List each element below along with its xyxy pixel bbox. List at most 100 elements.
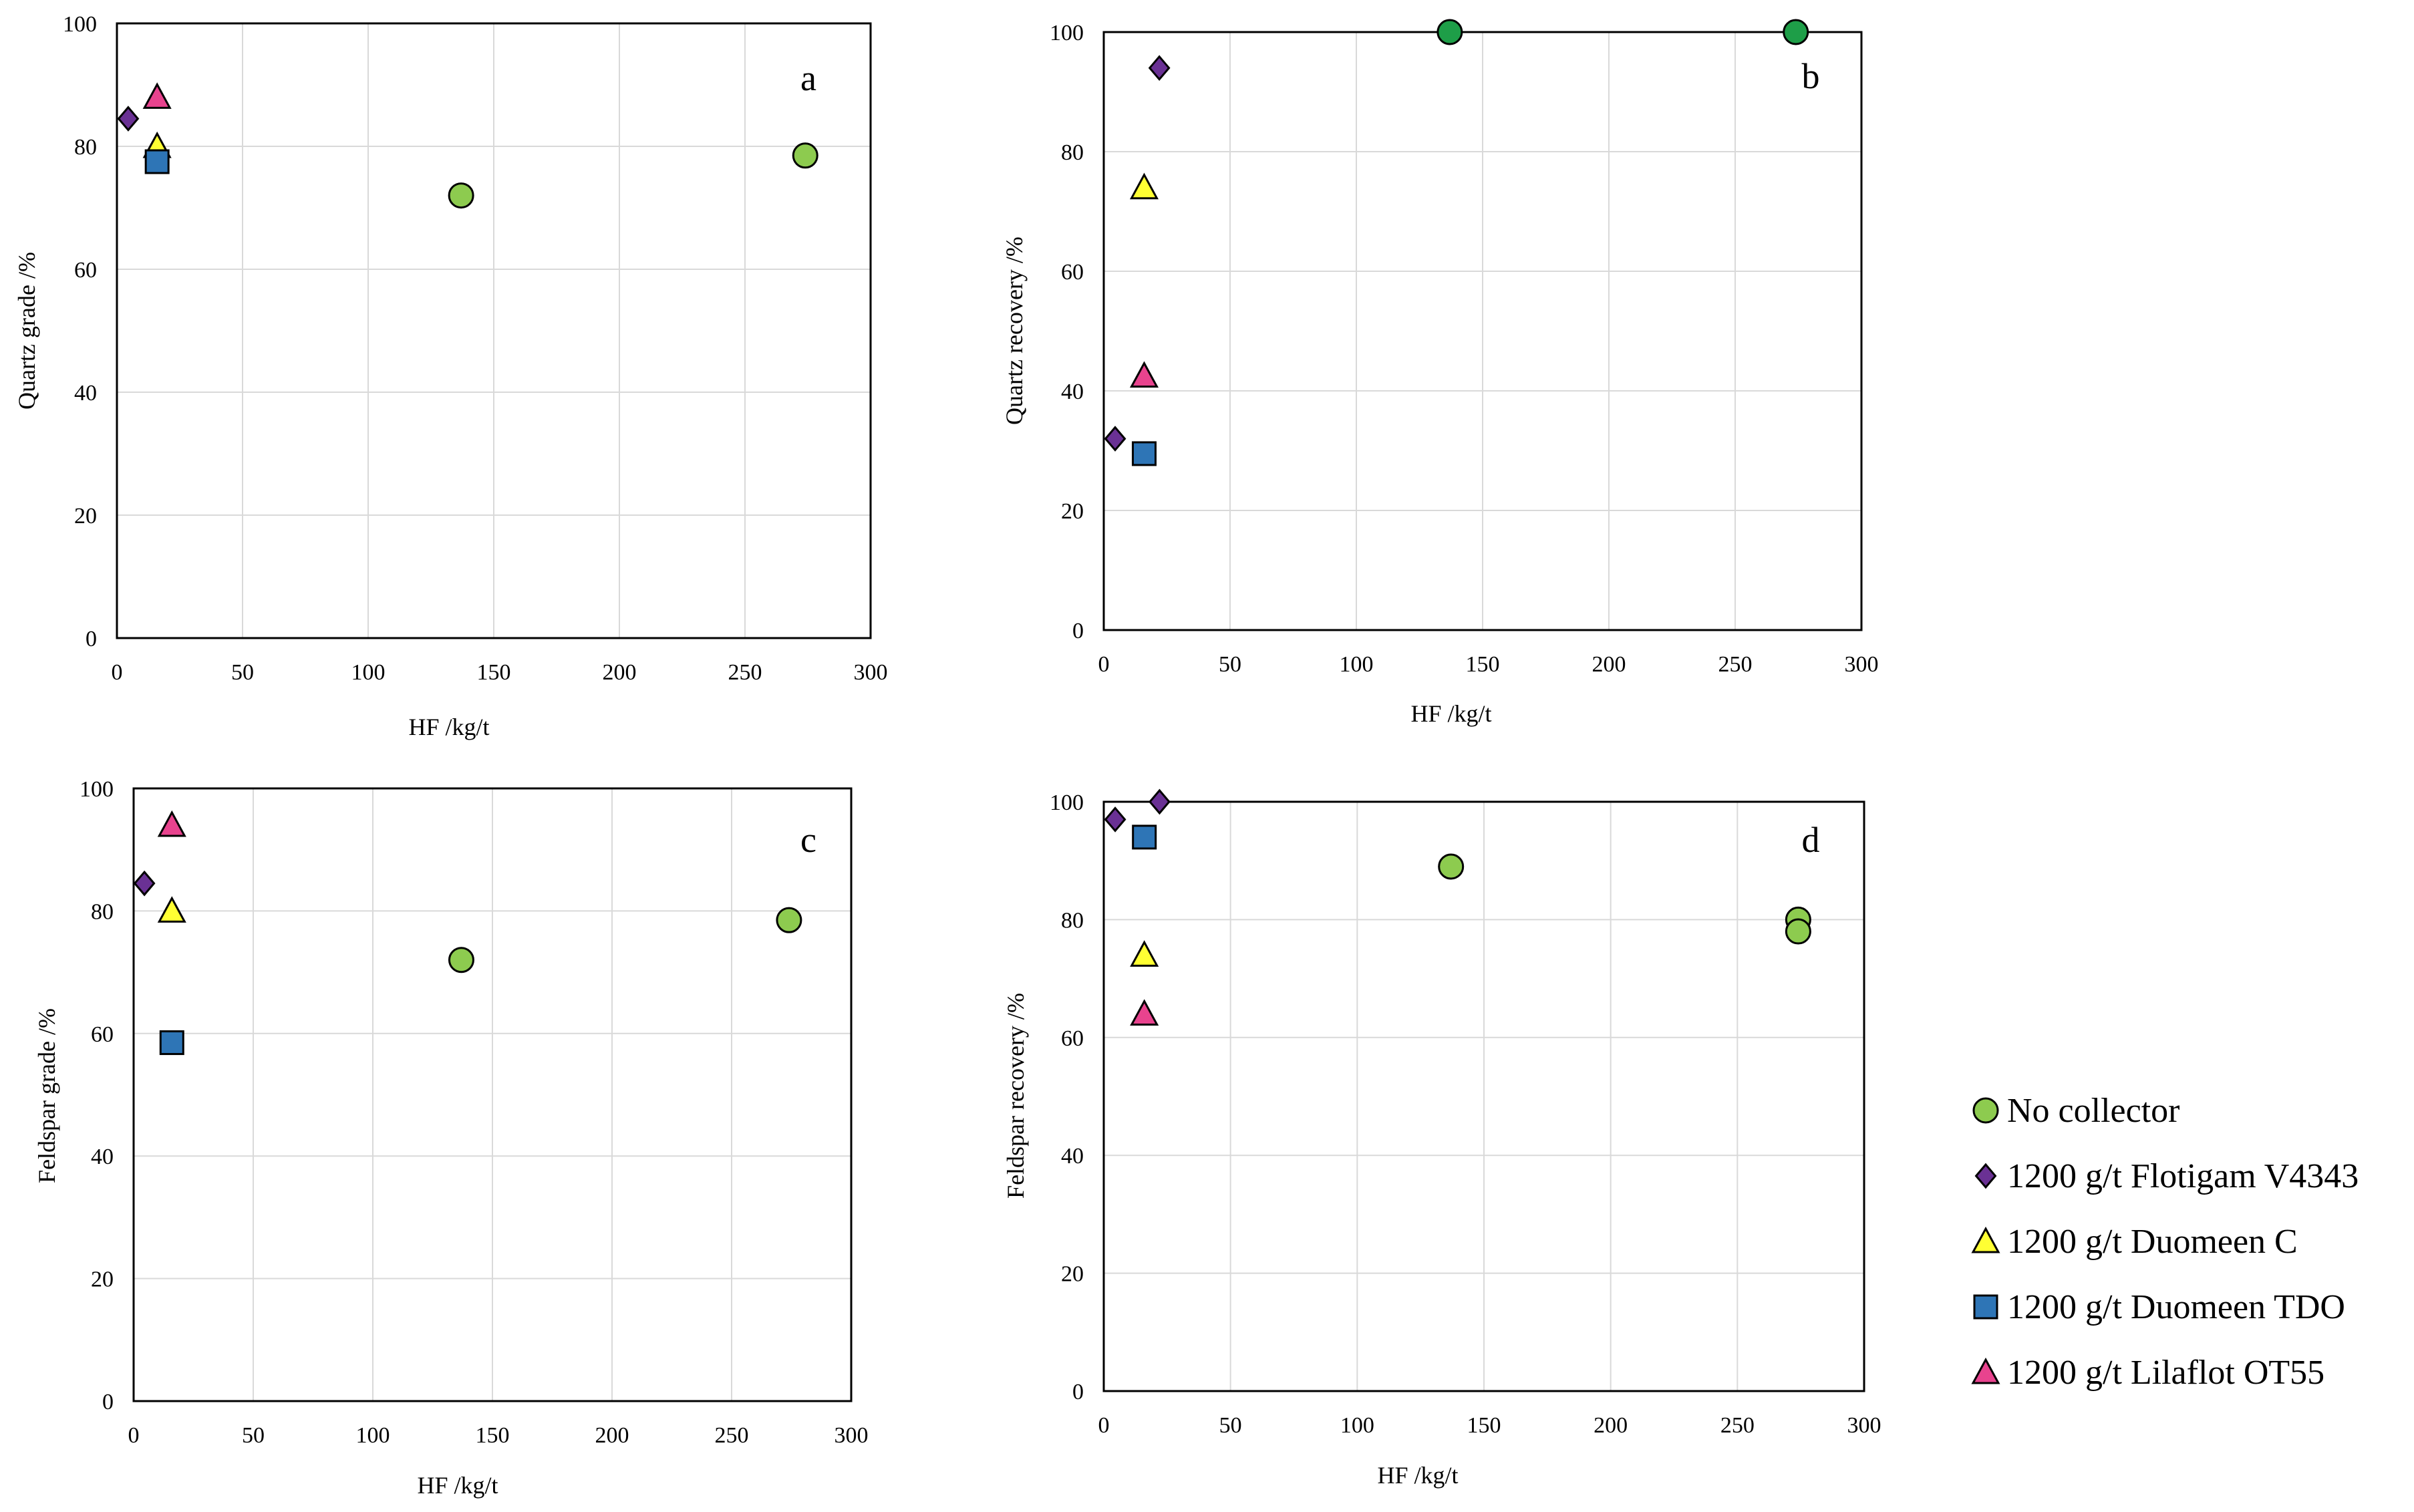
x-axis-label: HF /kg/t [1410, 700, 1491, 727]
y-tick-label: 20 [74, 504, 97, 528]
x-tick-label: 0 [112, 660, 123, 685]
legend-label: 1200 g/t Lilaflot OT55 [2007, 1354, 2324, 1392]
plot-frame [1102, 31, 1863, 631]
data-point-triangle [1130, 999, 1159, 1026]
y-tick-label: 100 [1050, 21, 1084, 45]
x-tick-label: 150 [1466, 652, 1500, 677]
data-point-square [144, 149, 170, 174]
y-tick-label: 80 [1061, 908, 1084, 933]
x-tick-label: 250 [728, 660, 762, 685]
plot-frame [1102, 800, 1865, 1392]
data-point-circle [1437, 19, 1463, 45]
x-tick-label: 50 [1219, 652, 1241, 677]
data-point-triangle [157, 810, 186, 837]
x-axis-label: HF /kg/t [417, 1472, 498, 1499]
data-point-triangle [157, 896, 186, 923]
y-tick-label: 40 [91, 1145, 114, 1169]
data-point-circle [776, 907, 802, 933]
legend-entry: No collector [1972, 1092, 2179, 1130]
y-tick-label: 80 [1061, 140, 1084, 165]
x-tick-label: 150 [1467, 1413, 1501, 1438]
legend-marker-circle [1972, 1097, 1999, 1124]
x-tick-label: 250 [1720, 1413, 1755, 1438]
data-point-square [1131, 441, 1157, 466]
x-tick-label: 100 [356, 1423, 390, 1448]
y-tick-label: 20 [1061, 499, 1084, 524]
x-tick-label: 0 [1098, 652, 1110, 677]
x-axis-label: HF /kg/t [1377, 1462, 1458, 1489]
legend-marker-diamond [1974, 1163, 1997, 1189]
x-tick-label: 300 [835, 1423, 869, 1448]
y-tick-label: 40 [74, 381, 97, 406]
x-tick-label: 50 [242, 1423, 265, 1448]
data-point-square [159, 1030, 184, 1056]
data-point-diamond [117, 106, 140, 132]
data-point-diamond [1149, 788, 1171, 815]
legend-entry: 1200 g/t Flotigam V4343 [1974, 1157, 2359, 1195]
legend-label: No collector [2007, 1092, 2179, 1130]
x-tick-label: 0 [128, 1423, 140, 1448]
y-tick-label: 0 [86, 627, 97, 651]
x-tick-label: 100 [1340, 652, 1374, 677]
y-tick-label: 60 [74, 258, 97, 283]
y-tick-label: 20 [91, 1267, 114, 1292]
y-tick-label: 60 [91, 1022, 114, 1047]
y-axis-label: Feldspar recovery /% [1002, 993, 1029, 1199]
data-point-circle [448, 947, 474, 973]
legend-marker-triangle [1971, 1357, 2000, 1384]
legend-marker-square [1973, 1294, 1998, 1320]
data-point-circle [1783, 19, 1809, 45]
panel-letter: c [800, 820, 816, 860]
y-tick-label: 80 [74, 135, 97, 160]
y-tick-label: 60 [1061, 1026, 1084, 1051]
x-tick-label: 200 [595, 1423, 629, 1448]
data-point-diamond [1104, 426, 1126, 452]
data-point-diamond [1148, 55, 1171, 82]
plot-frame [132, 787, 853, 1402]
data-point-circle [792, 142, 818, 169]
panel-a: 0 50 100 150 200 250 300 0 20 40 60 80 100 HF /kg/t Qu… [13, 12, 888, 740]
x-tick-label: 300 [1845, 652, 1879, 677]
data-point-diamond [133, 870, 156, 897]
legend-label: 1200 g/t Flotigam V4343 [2007, 1157, 2359, 1195]
data-point-triangle [142, 82, 172, 109]
panel-b: 0 50 100 150 200 250 300 0 20 40 60 80 100 HF /kg/t Qu… [1001, 19, 1879, 727]
y-tick-label: 0 [1072, 619, 1084, 643]
x-tick-label: 300 [854, 660, 888, 685]
legend: No collector 1200 g/t Flotigam V4343 1200 … [1971, 1092, 2359, 1392]
y-tick-label: 40 [1061, 380, 1084, 404]
x-tick-label: 50 [1219, 1413, 1242, 1438]
legend-marker-triangle [1971, 1226, 2000, 1253]
data-point-triangle [1130, 940, 1159, 967]
panel-c: 0 50 100 150 200 250 300 0 20 40 60 80 100 HF /kg/t Fe… [33, 777, 869, 1499]
x-tick-label: 100 [1340, 1413, 1374, 1438]
data-point-triangle [1129, 361, 1159, 388]
x-tick-label: 200 [1592, 652, 1626, 677]
y-tick-label: 100 [80, 777, 114, 802]
data-point-circle [1785, 918, 1811, 945]
data-point-circle [1438, 853, 1465, 880]
x-tick-label: 300 [1847, 1413, 1881, 1438]
y-tick-label: 0 [1072, 1380, 1084, 1404]
y-axis-label: Quartz grade /% [13, 252, 40, 410]
y-axis-label: Feldspar grade /% [33, 1008, 60, 1183]
y-tick-label: 20 [1061, 1262, 1084, 1287]
x-tick-label: 250 [1718, 652, 1753, 677]
panel-letter: b [1802, 56, 1820, 96]
x-tick-label: 200 [603, 660, 637, 685]
data-point-square [1132, 824, 1157, 850]
y-axis-label: Quartz recovery /% [1001, 237, 1028, 425]
y-tick-label: 100 [1050, 790, 1084, 815]
x-tick-label: 50 [231, 660, 254, 685]
legend-label: 1200 g/t Duomeen C [2007, 1223, 2298, 1261]
legend-entry: 1200 g/t Duomeen C [1971, 1223, 2298, 1261]
x-tick-label: 200 [1594, 1413, 1628, 1438]
x-tick-label: 250 [715, 1423, 749, 1448]
legend-label: 1200 g/t Duomeen TDO [2007, 1288, 2345, 1326]
y-tick-label: 60 [1061, 260, 1084, 285]
data-point-diamond [1104, 806, 1126, 833]
x-tick-label: 0 [1098, 1413, 1110, 1438]
